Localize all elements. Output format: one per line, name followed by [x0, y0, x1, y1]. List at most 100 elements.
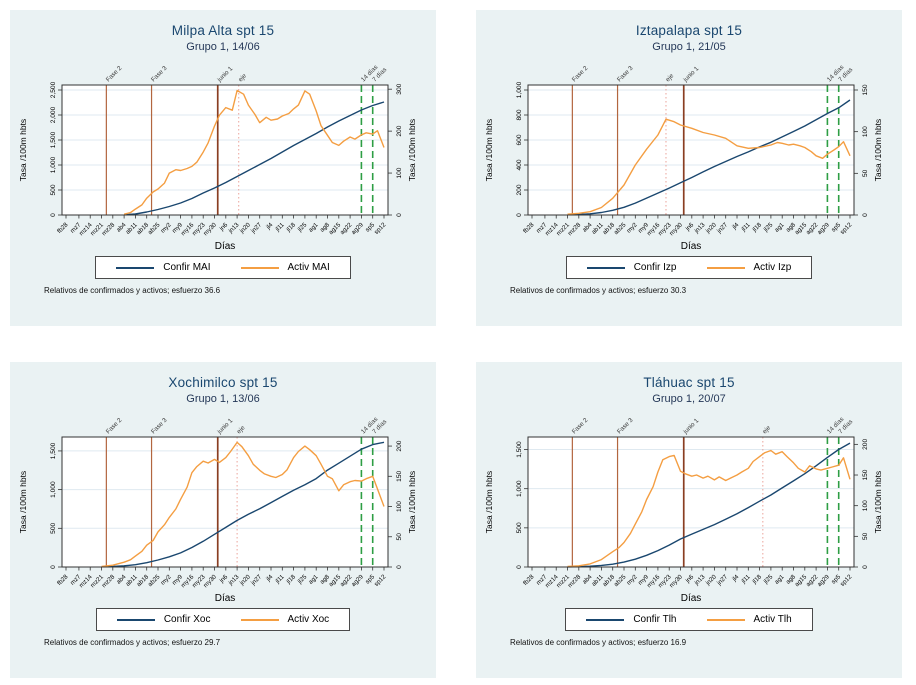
plot-background: [62, 85, 388, 215]
chart-subtitle: Grupo 1, 21/05: [652, 41, 726, 53]
x-tick-label: my30: [668, 573, 684, 589]
footnote: Relativos de confirmados y activos; esfu…: [44, 286, 221, 295]
chart-panel-xochimilco: Xochimilco spt 15 Grupo 1, 13/06 Fase 2 F…: [10, 362, 436, 678]
active-line: [567, 118, 851, 215]
left-axis-title: Tasa /100m hbts: [484, 119, 494, 181]
left-tick-label: 1,500: [50, 442, 57, 459]
left-tick-label: 500: [50, 522, 57, 533]
confirmed-line: [567, 99, 851, 216]
event-label: Fase 2: [571, 417, 590, 436]
right-tick-label: 100: [862, 126, 869, 137]
x-tick-label: fb28: [522, 573, 536, 587]
legend: Confir Izp Activ Izp: [565, 256, 813, 279]
x-tick-label: jn27: [249, 221, 263, 235]
x-tick-label: fb28: [522, 221, 536, 235]
x-tick-label: jl4: [264, 573, 274, 583]
right-tick-label: 100: [396, 501, 403, 512]
chart-subtitle: Grupo 1, 20/07: [652, 393, 726, 405]
chart-title: Milpa Alta spt 15: [171, 23, 275, 38]
x-tick-label: jl18: [285, 221, 298, 234]
left-tick-label: 1,000: [516, 480, 523, 497]
x-axis-title: Días: [215, 593, 236, 604]
left-tick-label: 800: [516, 109, 523, 120]
confirmed-line-swatch: [116, 266, 155, 269]
x-tick-label: ag1: [307, 573, 320, 586]
right-tick-label: 200: [862, 439, 869, 450]
x-tick-label: mz28: [101, 573, 117, 589]
x-tick-label: jl18: [285, 573, 298, 586]
x-tick-label: jl11: [740, 221, 753, 234]
plot-background: [528, 437, 854, 567]
x-tick-label: jn27: [715, 221, 729, 235]
x-tick-label: my30: [202, 573, 218, 589]
left-axis-title: Tasa /100m hbts: [18, 119, 28, 181]
right-tick-label: 0: [396, 565, 403, 569]
right-tick-label: 150: [862, 84, 869, 95]
active-line-swatch: [706, 266, 745, 269]
left-tick-label: 2,500: [50, 81, 57, 98]
x-tick-label: my30: [668, 221, 684, 237]
legend-item-confirmed: Confir MAI: [116, 262, 211, 273]
chart-title: Xochimilco spt 15: [168, 375, 278, 390]
right-tick-label: 0: [396, 213, 403, 217]
right-tick-label: 150: [862, 469, 869, 480]
chart-panel-iztapalapa: Iztapalapa spt 15 Grupo 1, 21/05 Fase 2 F…: [476, 10, 902, 326]
right-tick-label: 150: [396, 470, 403, 481]
active-line-swatch: [240, 266, 279, 269]
x-tick-label: jl4: [264, 221, 274, 231]
left-tick-label: 0: [50, 213, 57, 217]
chart-title: Tláhuac spt 15: [643, 375, 735, 390]
right-axis-title: Tasa /100m hbts: [873, 119, 883, 181]
legend-item-confirmed: Confir Tlh: [586, 614, 677, 625]
plot-border: [61, 436, 389, 568]
x-tick-label: my2: [159, 221, 173, 235]
left-tick-label: 1,000: [50, 481, 57, 498]
right-tick-label: 200: [396, 440, 403, 451]
plot-border: [527, 436, 855, 568]
left-tick-label: 1,000: [50, 156, 57, 173]
left-tick-label: 2,000: [50, 106, 57, 123]
confirmed-line: [101, 441, 385, 568]
right-axis-title: Tasa /100m hbts: [873, 471, 883, 533]
legend-label-confirmed: Confir Xoc: [163, 614, 211, 625]
x-tick-label: ag1: [773, 573, 786, 586]
x-tick-label: my30: [202, 221, 218, 237]
left-tick-label: 1,500: [50, 131, 57, 148]
event-label: junio 1: [681, 65, 700, 84]
event-label: junio 1: [681, 417, 700, 436]
footnote: Relativos de confirmados y activos; esfu…: [44, 638, 221, 647]
legend-item-confirmed: Confir Izp: [586, 262, 677, 273]
x-tick-label: ag1: [773, 221, 786, 234]
right-tick-label: 100: [862, 500, 869, 511]
left-tick-label: 200: [516, 184, 523, 195]
legend-item-active: Activ MAI: [240, 262, 330, 273]
event-label: Fase 2: [105, 417, 124, 436]
x-tick-label: jl25: [296, 573, 309, 586]
plot-background: [62, 437, 388, 567]
footnote: Relativos de confirmados y activos; esfu…: [510, 638, 687, 647]
active-line: [567, 449, 851, 568]
x-tick-label: jn6: [218, 573, 230, 585]
legend-item-confirmed: Confir Xoc: [116, 614, 211, 625]
chart-panel-milpa-alta: Milpa Alta spt 15 Grupo 1, 14/06 Fase 2 F…: [10, 10, 436, 326]
plot-border: [527, 84, 855, 216]
x-tick-label: jn6: [218, 221, 230, 233]
x-tick-label: fb28: [56, 221, 70, 235]
right-tick-label: 50: [862, 532, 869, 540]
chart-subtitle: Grupo 1, 14/06: [186, 41, 260, 53]
legend-label-active: Activ Tlh: [753, 614, 792, 625]
left-axis-title: Tasa /100m hbts: [484, 471, 494, 533]
legend-label-active: Activ Xoc: [287, 614, 330, 625]
confirmed-line-swatch: [116, 618, 155, 621]
active-line: [101, 441, 385, 568]
x-tick-label: fb28: [56, 573, 70, 587]
confirmed-line: [567, 442, 851, 568]
right-tick-label: 100: [396, 167, 403, 178]
event-label: Fase 2: [105, 65, 124, 84]
event-label: Fase 2: [571, 65, 590, 84]
chart-title: Iztapalapa spt 15: [635, 23, 743, 38]
legend-label-active: Activ MAI: [287, 262, 330, 273]
